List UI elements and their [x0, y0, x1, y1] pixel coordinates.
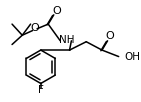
Text: O: O [105, 31, 114, 41]
Text: O: O [30, 23, 39, 33]
Text: NH: NH [59, 35, 74, 45]
Text: O: O [52, 6, 61, 16]
Text: F: F [38, 85, 44, 95]
Text: OH: OH [124, 52, 140, 62]
